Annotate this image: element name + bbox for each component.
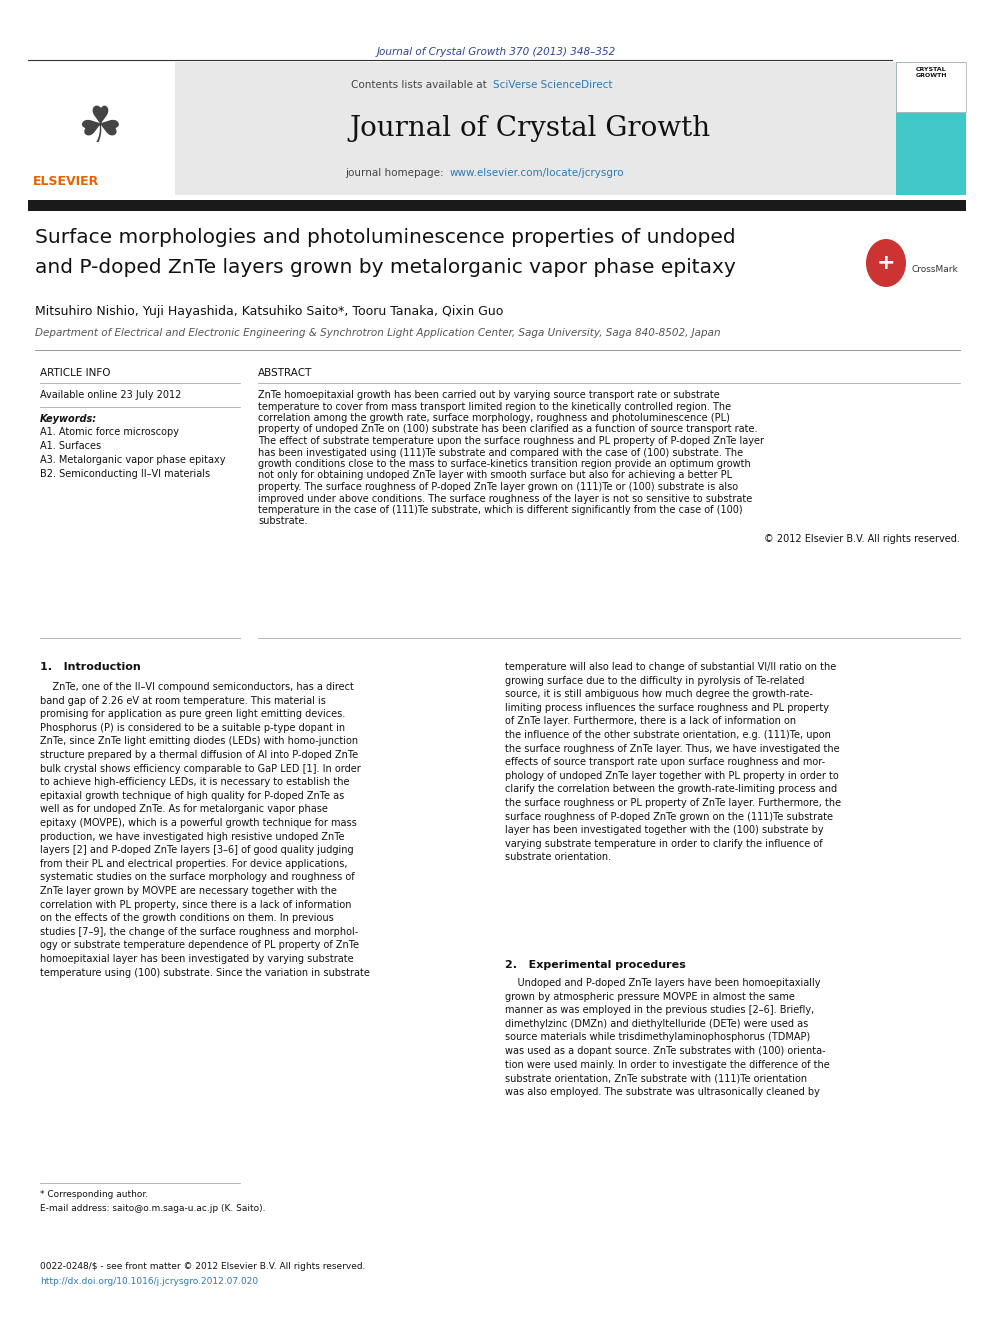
Text: Journal of Crystal Growth 370 (2013) 348–352: Journal of Crystal Growth 370 (2013) 348… (376, 48, 616, 57)
Bar (28, 62, 175, 194)
Text: growth conditions close to the mass to surface-kinetics transition region provid: growth conditions close to the mass to s… (258, 459, 751, 468)
Bar (896, 62, 966, 194)
Text: +: + (877, 253, 896, 273)
Text: Contents lists available at: Contents lists available at (351, 79, 493, 90)
Text: and P-doped ZnTe layers grown by metalorganic vapor phase epitaxy: and P-doped ZnTe layers grown by metalor… (35, 258, 736, 277)
Text: 2.   Experimental procedures: 2. Experimental procedures (505, 960, 685, 970)
Text: 1.   Introduction: 1. Introduction (40, 662, 141, 672)
Text: ABSTRACT: ABSTRACT (258, 368, 312, 378)
Text: correlation among the growth rate, surface morphology, roughness and photolumine: correlation among the growth rate, surfa… (258, 413, 730, 423)
Text: not only for obtaining undoped ZnTe layer with smooth surface but also for achie: not only for obtaining undoped ZnTe laye… (258, 471, 732, 480)
Text: CrossMark: CrossMark (912, 266, 958, 274)
Text: ARTICLE INFO: ARTICLE INFO (40, 368, 110, 378)
Text: journal homepage:: journal homepage: (345, 168, 450, 179)
Text: ZnTe, one of the II–VI compound semiconductors, has a direct
band gap of 2.26 eV: ZnTe, one of the II–VI compound semicond… (40, 681, 370, 978)
Text: temperature to cover from mass transport limited region to the kinetically contr: temperature to cover from mass transport… (258, 401, 731, 411)
Bar (896, 62, 966, 112)
Text: improved under above conditions. The surface roughness of the layer is not so se: improved under above conditions. The sur… (258, 493, 752, 504)
Text: © 2012 Elsevier B.V. All rights reserved.: © 2012 Elsevier B.V. All rights reserved… (764, 534, 960, 544)
Text: www.elsevier.com/locate/jcrysgro: www.elsevier.com/locate/jcrysgro (450, 168, 625, 179)
Text: property. The surface roughness of P-doped ZnTe layer grown on (111)Te or (100) : property. The surface roughness of P-dop… (258, 482, 738, 492)
Text: Surface morphologies and photoluminescence properties of undoped: Surface morphologies and photoluminescen… (35, 228, 736, 247)
Text: SciVerse ScienceDirect: SciVerse ScienceDirect (493, 79, 612, 90)
Text: property of undoped ZnTe on (100) substrate has been clarified as a function of : property of undoped ZnTe on (100) substr… (258, 425, 758, 434)
Text: temperature in the case of (111)Te substrate, which is different significantly f: temperature in the case of (111)Te subst… (258, 505, 743, 515)
Text: A1. Surfaces: A1. Surfaces (40, 441, 101, 451)
Text: ☘: ☘ (77, 105, 122, 152)
Text: Journal of Crystal Growth: Journal of Crystal Growth (349, 115, 710, 142)
Text: A1. Atomic force microscopy: A1. Atomic force microscopy (40, 427, 179, 437)
Ellipse shape (866, 239, 906, 287)
Bar (175, 62, 896, 194)
Text: E-mail address: saito@o.m.saga-u.ac.jp (K. Saito).: E-mail address: saito@o.m.saga-u.ac.jp (… (40, 1204, 266, 1213)
Text: B2. Semiconducting II–VI materials: B2. Semiconducting II–VI materials (40, 468, 210, 479)
Text: Keywords:: Keywords: (40, 414, 97, 423)
Text: Undoped and P-doped ZnTe layers have been homoepitaxially
grown by atmospheric p: Undoped and P-doped ZnTe layers have bee… (505, 978, 829, 1097)
Text: 0022-0248/$ - see front matter © 2012 Elsevier B.V. All rights reserved.: 0022-0248/$ - see front matter © 2012 El… (40, 1262, 365, 1271)
Text: Available online 23 July 2012: Available online 23 July 2012 (40, 390, 182, 400)
Text: CRYSTAL
GROWTH: CRYSTAL GROWTH (916, 67, 946, 78)
Bar (28, 200, 966, 210)
Text: Mitsuhiro Nishio, Yuji Hayashida, Katsuhiko Saito*, Tooru Tanaka, Qixin Guo: Mitsuhiro Nishio, Yuji Hayashida, Katsuh… (35, 306, 503, 318)
Text: * Corresponding author.: * Corresponding author. (40, 1189, 148, 1199)
Text: http://dx.doi.org/10.1016/j.jcrysgro.2012.07.020: http://dx.doi.org/10.1016/j.jcrysgro.201… (40, 1277, 258, 1286)
Text: A3. Metalorganic vapor phase epitaxy: A3. Metalorganic vapor phase epitaxy (40, 455, 225, 464)
Text: ELSEVIER: ELSEVIER (33, 175, 99, 188)
Text: substrate.: substrate. (258, 516, 308, 527)
Text: temperature will also lead to change of substantial VI/II ratio on the
growing s: temperature will also lead to change of … (505, 662, 841, 863)
Text: The effect of substrate temperature upon the surface roughness and PL property o: The effect of substrate temperature upon… (258, 437, 764, 446)
Text: ZnTe homoepitaxial growth has been carried out by varying source transport rate : ZnTe homoepitaxial growth has been carri… (258, 390, 720, 400)
Text: has been investigated using (111)Te substrate and compared with the case of (100: has been investigated using (111)Te subs… (258, 447, 743, 458)
Text: Department of Electrical and Electronic Engineering & Synchrotron Light Applicat: Department of Electrical and Electronic … (35, 328, 720, 337)
